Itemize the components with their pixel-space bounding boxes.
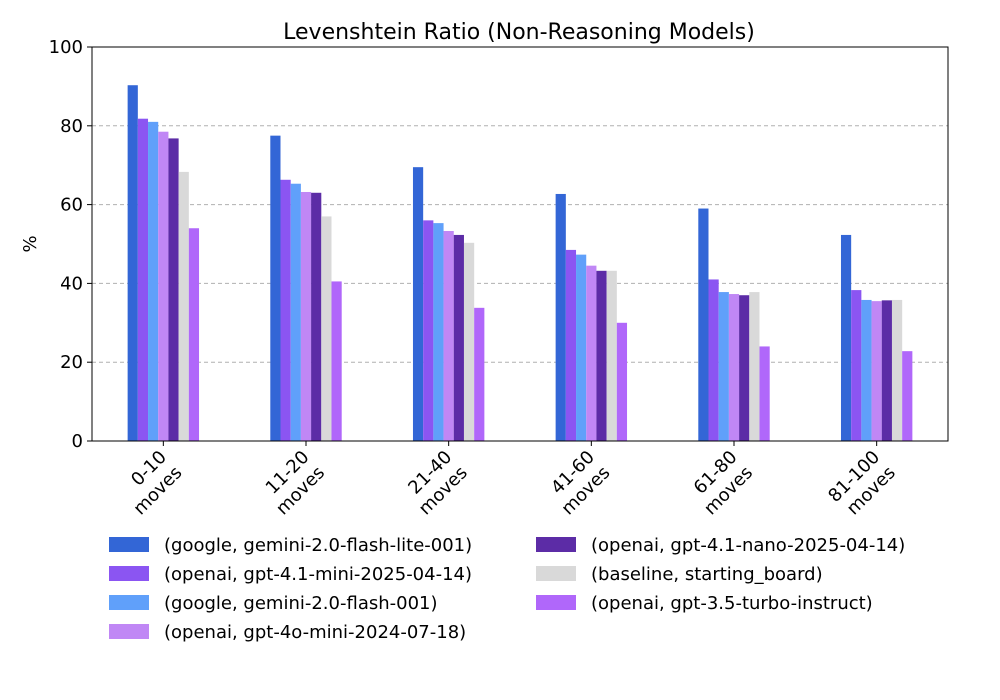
bar — [840, 234, 852, 441]
bar — [596, 270, 607, 441]
bar — [168, 138, 179, 441]
bar — [474, 307, 485, 441]
bar — [861, 299, 872, 441]
legend: (google, gemini-2.0-flash-lite-001) (open… — [109, 535, 905, 643]
bar — [148, 121, 159, 442]
x-tick-label: 81-100moves — [824, 447, 899, 522]
legend-label: (openai, gpt-4.1-mini-2025-04-14) — [164, 564, 472, 585]
y-axis-ticks: 0 20 40 60 80 100 — [49, 37, 92, 452]
x-tick-label: 61-80moves — [685, 447, 758, 520]
legend-swatch — [109, 624, 149, 639]
y-axis-label: % — [20, 235, 41, 252]
bar — [586, 265, 597, 441]
legend-label: (openai, gpt-3.5-turbo-instruct) — [591, 593, 873, 614]
legend-swatch — [109, 595, 149, 610]
bar — [331, 281, 342, 441]
bar — [178, 171, 189, 441]
bar — [759, 346, 770, 441]
bar — [188, 228, 200, 441]
legend-label: (openai, gpt-4.1-nano-2025-04-14) — [591, 535, 905, 556]
x-tick-label: 41-60moves — [542, 447, 615, 520]
bar — [555, 193, 566, 441]
bar — [565, 249, 577, 441]
x-tick-label: 0-10moves — [114, 447, 187, 520]
bar — [311, 192, 322, 441]
y-tick-label: 0 — [72, 431, 83, 452]
bar — [137, 118, 149, 441]
bar — [891, 299, 903, 441]
bar — [443, 230, 454, 441]
legend-swatch — [109, 566, 149, 581]
bar — [576, 254, 587, 441]
bar — [280, 179, 291, 441]
bar — [463, 242, 475, 441]
bar — [433, 223, 444, 441]
bar — [453, 234, 464, 441]
legend-label: (google, gemini-2.0-flash-lite-001) — [164, 535, 472, 556]
bar — [739, 295, 750, 441]
chart-title: Levenshtein Ratio (Non-Reasoning Models) — [283, 20, 755, 45]
x-tick-label: 11-20moves — [257, 447, 330, 520]
bar — [127, 85, 138, 441]
x-axis-ticks: 0-10moves 11-20moves 21-40moves 41-60moves 6… — [114, 441, 900, 522]
legend-swatch — [536, 537, 576, 552]
bar — [290, 183, 301, 441]
y-tick-label: 80 — [60, 116, 83, 137]
y-tick-label: 40 — [60, 273, 83, 294]
gridlines — [92, 125, 948, 363]
legend-label: (baseline, starting_board) — [591, 564, 823, 585]
bar — [902, 351, 913, 441]
bar — [698, 208, 709, 441]
bar — [616, 322, 628, 441]
legend-label: (google, gemini-2.0-flash-001) — [164, 593, 438, 614]
bar — [321, 216, 332, 441]
y-tick-label: 100 — [49, 37, 83, 58]
plot-frame — [91, 46, 949, 442]
y-tick-label: 20 — [60, 352, 83, 373]
bar — [881, 300, 892, 441]
x-tick-label: 21-40moves — [399, 447, 472, 520]
bar — [718, 292, 729, 441]
bar — [300, 191, 312, 441]
legend-label: (openai, gpt-4o-mini-2024-07-18) — [164, 622, 466, 643]
bar — [871, 301, 882, 441]
y-tick-label: 60 — [60, 195, 83, 216]
bar — [728, 294, 740, 441]
bar — [606, 270, 617, 441]
legend-swatch — [536, 595, 576, 610]
bar — [749, 292, 760, 441]
legend-swatch — [536, 566, 576, 581]
bar — [851, 290, 862, 441]
bar — [708, 279, 719, 441]
bar — [423, 220, 434, 441]
bars — [127, 85, 913, 442]
legend-swatch — [109, 537, 149, 552]
bar — [158, 131, 169, 441]
bar — [412, 167, 424, 442]
bar — [270, 135, 281, 441]
